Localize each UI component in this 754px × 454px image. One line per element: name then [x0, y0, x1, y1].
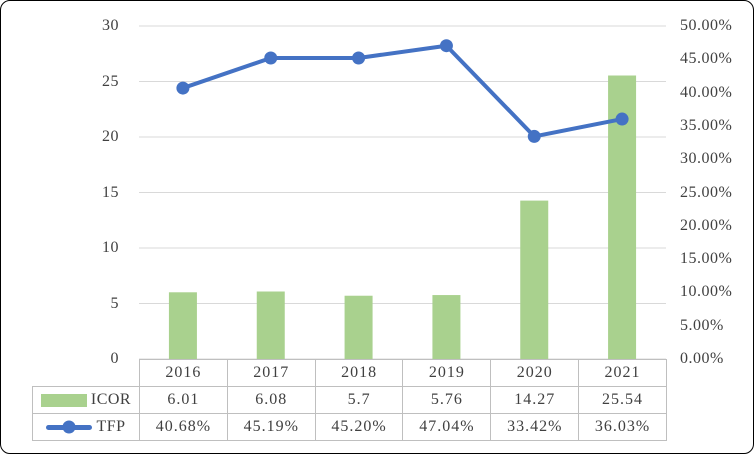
right-axis-tick: 45.00% [680, 50, 733, 68]
right-axis-tick: 50.00% [680, 17, 733, 34]
right-axis-tick: 35.00% [680, 116, 733, 134]
left-axis-tick: 20 [102, 128, 119, 145]
right-axis-tick: 0.00% [680, 350, 724, 367]
tfp-value-cell: 45.20% [314, 413, 404, 441]
left-axis-tick: 30 [102, 17, 119, 34]
tfp-marker [615, 112, 629, 126]
legend-label-tfp: TFP [96, 418, 126, 435]
tfp-value-cell: 36.03% [578, 413, 667, 441]
left-axis-tick: 10 [102, 239, 119, 256]
tfp-line [180, 43, 625, 139]
year-cell: 2017 [226, 359, 316, 387]
icor-value-cell: 6.08 [226, 386, 316, 414]
icor-value-cell: 14.27 [490, 386, 580, 414]
table-row: ICOR 6.01 6.08 5.7 5.76 14.27 25.54 [32, 386, 667, 414]
table-row: 2016 2017 2018 2019 2020 2021 [33, 359, 667, 387]
right-axis-tick: 25.00% [680, 183, 733, 201]
right-axis-tick: 40.00% [680, 83, 733, 101]
right-axis-tick: 20.00% [680, 216, 733, 234]
legend-cell-icor: ICOR [32, 386, 140, 414]
year-cell: 2016 [139, 359, 228, 387]
right-axis-tick: 10.00% [680, 283, 733, 301]
tfp-marker [264, 51, 278, 65]
icor-bar [520, 200, 549, 359]
icor-value-cell: 25.54 [578, 386, 667, 414]
icor-value-cell: 5.7 [314, 386, 404, 414]
tfp-value-cell: 33.42% [490, 413, 580, 441]
legend-entry-tfp: TFP [34, 418, 139, 436]
icor-value-cell: 5.76 [402, 386, 492, 414]
tfp-value-cell: 45.19% [226, 413, 316, 441]
left-axis-tick: 15 [102, 183, 119, 201]
legend-cell-tfp: TFP [32, 413, 140, 441]
tfp-value-cell: 47.04% [402, 413, 492, 441]
icor-bar [432, 295, 461, 359]
icor-bar [344, 295, 373, 359]
legend-icor-swatch [40, 393, 87, 407]
left-axis-tick: 25 [102, 72, 119, 90]
legend-entry-icor: ICOR [34, 391, 139, 409]
year-cell: 2020 [490, 359, 580, 387]
left-axis-tick: 5 [110, 294, 119, 312]
tfp-marker [439, 39, 453, 53]
year-cell: 2021 [578, 359, 667, 387]
right-axis-tick: 5.00% [680, 316, 724, 334]
tfp-marker [176, 81, 190, 95]
left-axis-tick: 0 [110, 350, 119, 367]
right-axis-tick: 30.00% [680, 150, 733, 168]
icor-value-cell: 6.01 [139, 386, 228, 414]
right-axis-tick: 15.00% [680, 250, 733, 268]
tfp-value-cell: 40.68% [139, 413, 228, 441]
icor-bar [168, 292, 197, 359]
year-cell: 2019 [402, 359, 492, 387]
table-corner-blank [33, 360, 140, 387]
year-cell: 2018 [314, 359, 404, 387]
tfp-marker [352, 51, 366, 65]
legend-tfp-marker [46, 420, 93, 434]
icor-bar [256, 291, 285, 359]
chart-data-table: 2016 2017 2018 2019 2020 2021 ICOR 6.01 6.08 5.7 5… [32, 359, 667, 441]
legend-label-icor: ICOR [90, 391, 132, 408]
table-row: TFP 40.68% 45.19% 45.20% 47.04% 33.42% 36.03% [32, 413, 667, 441]
tfp-marker [527, 129, 541, 143]
legend-line-dot [62, 420, 76, 434]
